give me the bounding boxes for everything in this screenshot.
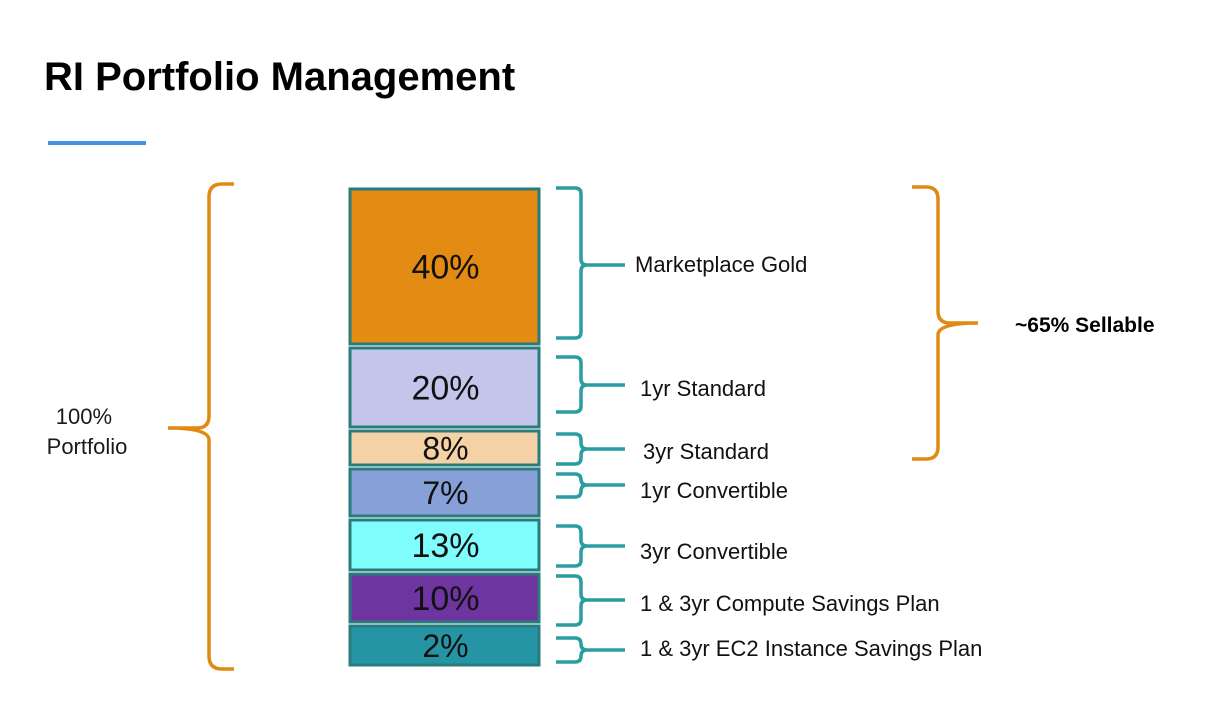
segment-3yr-standard: 8% [348, 429, 541, 467]
sellable-label: ~65% Sellable [1015, 314, 1155, 337]
segment-percent-label: 8% [422, 431, 468, 467]
segment-box [348, 346, 541, 429]
bracket-3yr-standard [556, 432, 625, 466]
segment-box [348, 429, 541, 467]
label-1-and-3yr-ec2-instance-savings-plan: 1 & 3yr EC2 Instance Savings Plan [640, 636, 982, 661]
segment-marketplace-gold: 40% [348, 187, 541, 346]
page-title: RI Portfolio Management [44, 55, 515, 99]
segment-percent-label: 13% [411, 527, 479, 565]
bracket-1-and-3yr-compute-savings-plan [556, 574, 625, 627]
bracket-3yr-convertible [556, 524, 625, 568]
segment-percent-label: 7% [422, 475, 468, 511]
bracket-marketplace-gold [556, 186, 625, 340]
portfolio-bracket [167, 182, 234, 671]
segment-1-and-3yr-compute-savings-plan: 10% [348, 572, 541, 624]
segment-labels: Marketplace Gold 1yr Standard 3yr Standard… [635, 252, 982, 661]
label-3yr-convertible: 3yr Convertible [640, 539, 788, 564]
label-marketplace-gold: Marketplace Gold [635, 252, 807, 277]
bracket-1yr-standard [556, 355, 625, 414]
segment-box [348, 187, 541, 346]
portfolio-label-line2: Portfolio [47, 434, 128, 459]
segment-box [348, 624, 541, 667]
segment-box [348, 572, 541, 624]
portfolio-label-line1: 100% [56, 404, 112, 429]
segment-percent-label: 10% [411, 580, 479, 618]
segment-brackets [556, 186, 625, 664]
label-3yr-standard: 3yr Standard [643, 439, 769, 464]
segment-percent-label: 2% [422, 628, 468, 664]
segment-percent-label: 20% [411, 370, 479, 408]
label-1-and-3yr-compute-savings-plan: 1 & 3yr Compute Savings Plan [640, 591, 940, 616]
segment-1yr-standard: 20% [348, 346, 541, 429]
segment-box [348, 467, 541, 518]
bracket-1-and-3yr-ec2-instance-savings-plan [556, 636, 625, 664]
segment-percent-label: 40% [411, 249, 479, 287]
portfolio-stack: 40% 20% 8% 7% 13% 10% 2% [348, 187, 541, 667]
portfolio-label: 100% Portfolio [47, 404, 128, 459]
label-1yr-convertible: 1yr Convertible [640, 478, 788, 503]
segment-box [348, 518, 541, 572]
sellable-bracket [912, 185, 979, 461]
segment-3yr-convertible: 13% [348, 518, 541, 572]
segment-1-and-3yr-ec2-instance-savings-plan: 2% [348, 624, 541, 667]
bracket-1yr-convertible [556, 472, 625, 499]
label-1yr-standard: 1yr Standard [640, 376, 766, 401]
segment-1yr-convertible: 7% [348, 467, 541, 518]
